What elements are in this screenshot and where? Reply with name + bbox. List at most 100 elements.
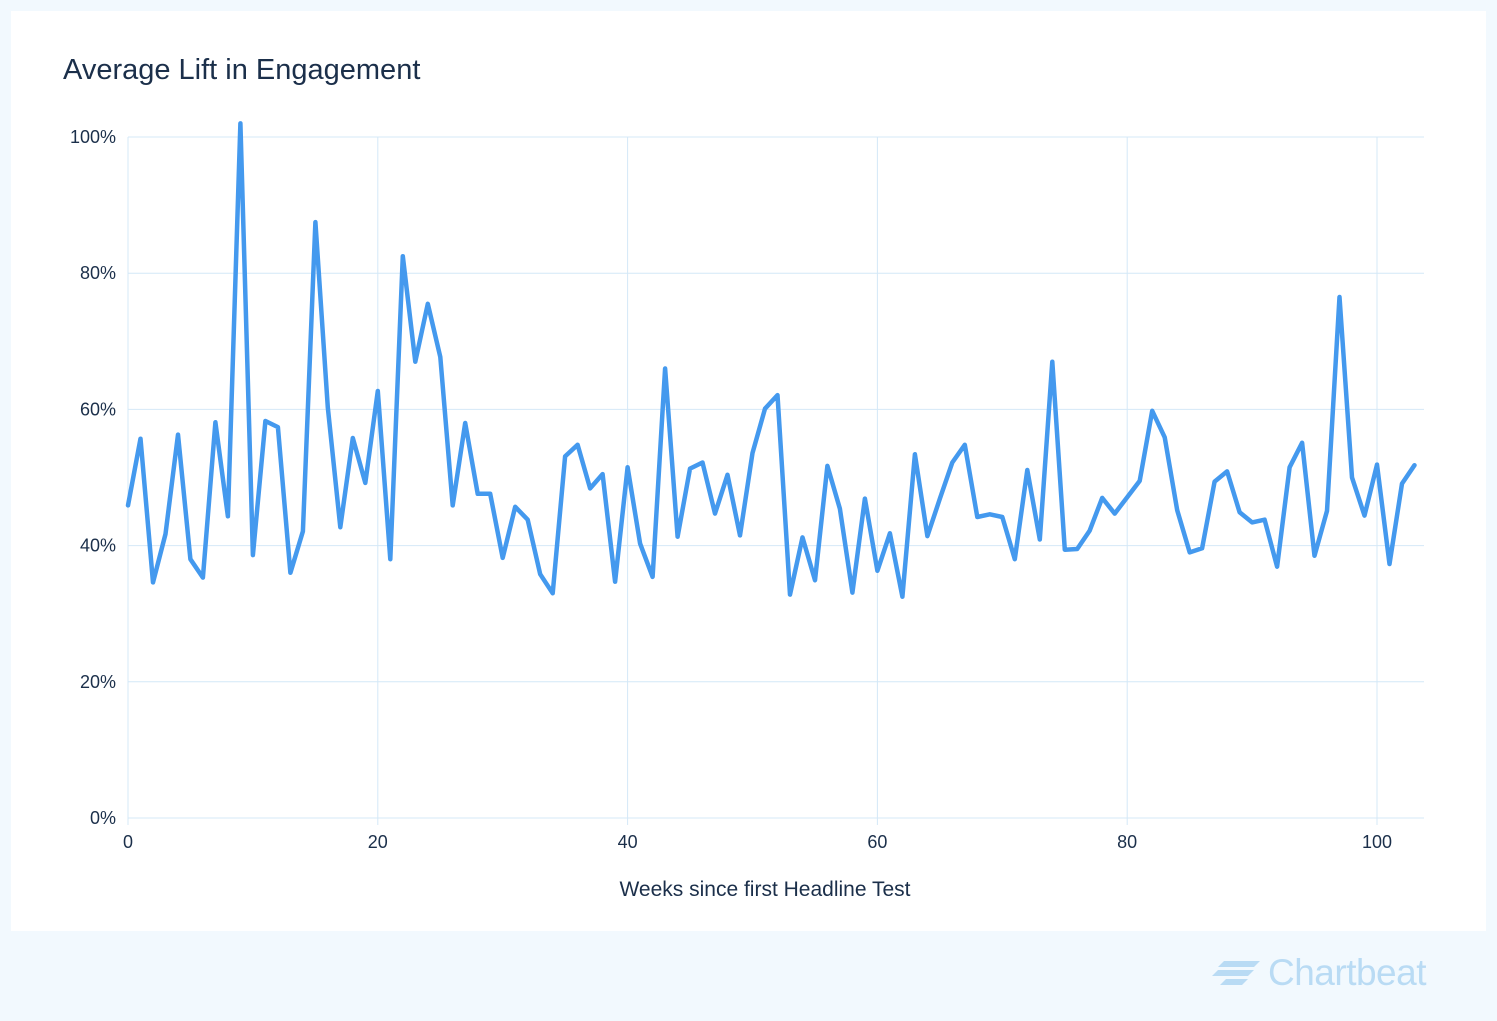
data-point bbox=[975, 515, 979, 519]
data-point bbox=[738, 533, 742, 537]
data-point bbox=[1250, 520, 1254, 524]
data-point bbox=[888, 531, 892, 535]
data-point bbox=[776, 393, 780, 397]
data-point bbox=[1350, 476, 1354, 480]
data-point bbox=[576, 443, 580, 447]
data-point bbox=[388, 557, 392, 561]
data-point bbox=[1363, 514, 1367, 518]
data-point bbox=[513, 505, 517, 509]
data-point bbox=[850, 591, 854, 595]
data-point bbox=[1413, 463, 1417, 467]
x-tick-label: 60 bbox=[867, 832, 887, 852]
data-point bbox=[313, 220, 317, 224]
data-point bbox=[351, 436, 355, 440]
data-point bbox=[263, 419, 267, 423]
chart-title: Average Lift in Engagement bbox=[63, 54, 421, 86]
data-point bbox=[651, 575, 655, 579]
data-point bbox=[663, 367, 667, 371]
data-point bbox=[801, 535, 805, 539]
data-point bbox=[813, 578, 817, 582]
data-point bbox=[164, 532, 168, 536]
data-point bbox=[1063, 548, 1067, 552]
data-point bbox=[1163, 435, 1167, 439]
data-point bbox=[1113, 512, 1117, 516]
y-tick-label: 100% bbox=[70, 127, 116, 147]
data-point bbox=[201, 576, 205, 580]
data-point bbox=[438, 355, 442, 359]
data-point bbox=[763, 407, 767, 411]
data-point bbox=[1238, 510, 1242, 514]
brand-logo: Chartbeat bbox=[1210, 952, 1427, 994]
data-point bbox=[188, 557, 192, 561]
data-point bbox=[1150, 409, 1154, 413]
y-tick-label: 60% bbox=[80, 399, 116, 419]
data-point bbox=[1075, 547, 1079, 551]
brand-name: Chartbeat bbox=[1268, 952, 1427, 993]
x-tick-label: 40 bbox=[618, 832, 638, 852]
data-point bbox=[701, 461, 705, 465]
data-point bbox=[276, 425, 280, 429]
data-point bbox=[788, 593, 792, 597]
y-tick-label: 20% bbox=[80, 672, 116, 692]
data-point bbox=[1050, 360, 1054, 364]
data-point bbox=[626, 465, 630, 469]
data-point bbox=[551, 591, 555, 595]
data-point bbox=[1388, 562, 1392, 566]
data-point bbox=[1125, 495, 1129, 499]
data-point bbox=[1013, 557, 1017, 561]
data-point bbox=[1100, 496, 1104, 500]
data-point bbox=[1025, 468, 1029, 472]
data-point bbox=[925, 534, 929, 538]
data-point bbox=[1288, 465, 1292, 469]
data-point bbox=[151, 580, 155, 584]
series-layer bbox=[125, 121, 1417, 599]
data-point bbox=[463, 421, 467, 425]
data-point bbox=[1000, 515, 1004, 519]
data-point bbox=[1188, 550, 1192, 554]
data-point bbox=[938, 497, 942, 501]
data-point bbox=[1088, 529, 1092, 533]
data-point bbox=[963, 443, 967, 447]
series-line bbox=[125, 121, 1417, 599]
data-point bbox=[476, 492, 480, 496]
data-point bbox=[426, 302, 430, 306]
x-tick-label: 20 bbox=[368, 832, 388, 852]
data-point bbox=[1338, 295, 1342, 299]
data-point bbox=[363, 481, 367, 485]
data-point bbox=[713, 512, 717, 516]
x-tick-label: 0 bbox=[123, 832, 133, 852]
data-point bbox=[538, 572, 542, 576]
data-point bbox=[588, 486, 592, 490]
data-point bbox=[1038, 538, 1042, 542]
data-point bbox=[726, 473, 730, 477]
data-point bbox=[401, 254, 405, 258]
data-point bbox=[601, 472, 605, 476]
data-point bbox=[226, 514, 230, 518]
x-tick-label: 80 bbox=[1117, 832, 1137, 852]
data-point bbox=[326, 405, 330, 409]
data-point bbox=[451, 503, 455, 507]
data-point bbox=[875, 569, 879, 573]
data-point bbox=[950, 461, 954, 465]
data-point bbox=[988, 512, 992, 516]
data-point bbox=[1400, 482, 1404, 486]
axes: 0% 20% 40% 60% 80% 100% 0 20 40 60 80 100 bbox=[70, 127, 1392, 852]
data-point bbox=[413, 360, 417, 364]
data-point bbox=[1138, 479, 1142, 483]
data-point bbox=[1313, 554, 1317, 558]
x-axis-title: Weeks since first Headline Test bbox=[619, 878, 910, 901]
data-point bbox=[251, 553, 255, 557]
data-point bbox=[1200, 546, 1204, 550]
data-point bbox=[688, 467, 692, 471]
data-point bbox=[238, 121, 242, 125]
data-point bbox=[825, 464, 829, 468]
data-point bbox=[338, 525, 342, 529]
data-point bbox=[1175, 508, 1179, 512]
data-point bbox=[613, 580, 617, 584]
data-point bbox=[301, 529, 305, 533]
y-tick-label: 0% bbox=[90, 808, 116, 828]
data-point bbox=[900, 595, 904, 599]
y-tick-label: 40% bbox=[80, 536, 116, 556]
data-point bbox=[1375, 463, 1379, 467]
